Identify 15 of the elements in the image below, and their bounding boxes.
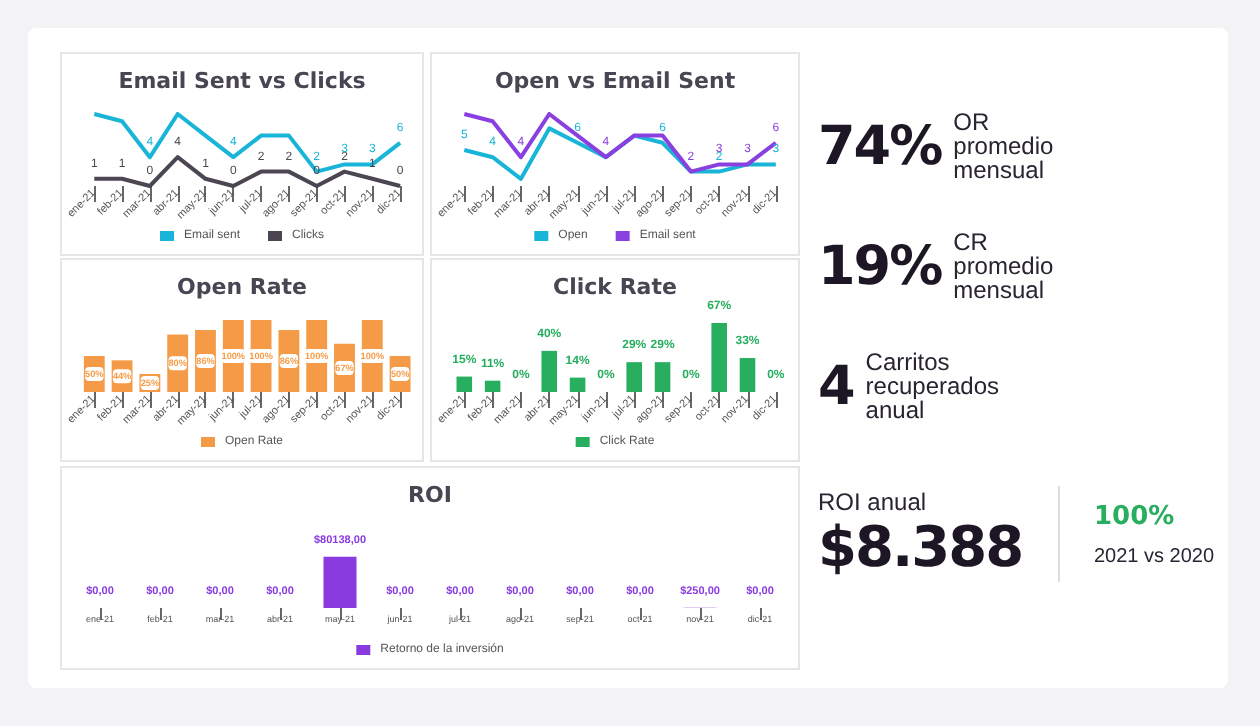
text: CR promedio mensual — [953, 228, 1054, 304]
chart-title: ROI — [408, 482, 452, 508]
text: 4 — [818, 355, 854, 417]
chart-title: Email Sent vs Clicks — [118, 68, 367, 94]
text: 74% — [818, 115, 942, 177]
chart-title: Open vs Email Sent — [494, 68, 736, 94]
chart-title: Open Rate — [177, 274, 307, 300]
text: 2021 vs 2020 — [1094, 546, 1215, 568]
text: $8.388 — [818, 514, 1023, 580]
text: 19% — [818, 235, 942, 297]
text: OR promedio mensual — [953, 108, 1054, 184]
chart-title: Click Rate — [553, 274, 677, 300]
text: ROI anual — [818, 488, 927, 516]
text: 100% — [1094, 502, 1175, 532]
text: Carritos recuperados anual — [865, 348, 1000, 424]
